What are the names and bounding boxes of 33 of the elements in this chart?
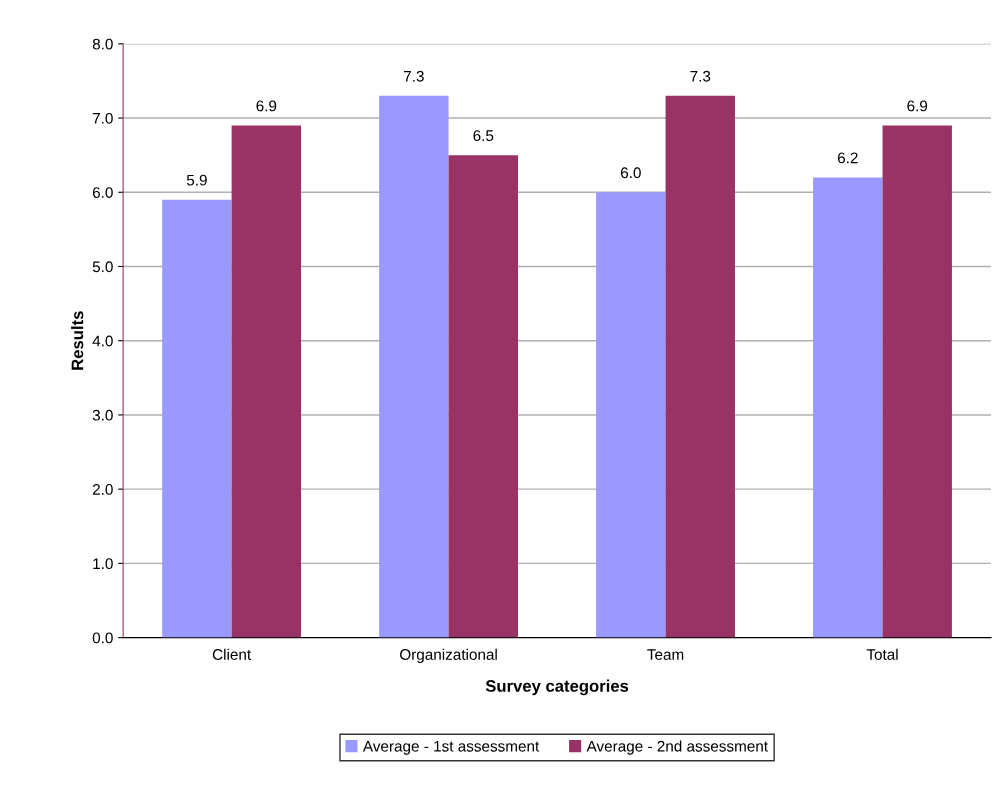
x-axis-title: Survey categories (485, 679, 629, 696)
bar (379, 95, 449, 638)
legend-label: Average - 2nd assessment (586, 740, 768, 755)
x-tick-label: Organizational (400, 648, 497, 663)
y-tick-label: 5.0 (92, 261, 113, 273)
y-tick-label: 6.0 (92, 187, 113, 198)
y-tick-label: 8.0 (92, 38, 113, 50)
bar (813, 177, 883, 638)
y-tick-label: 1.0 (93, 558, 113, 570)
y-tick-label: 7.0 (92, 112, 113, 124)
bar (596, 192, 666, 638)
y-tick-label: 3.0 (92, 409, 113, 421)
data-label: 6.9 (907, 100, 928, 112)
y-tick-label: 4.0 (92, 335, 113, 347)
bar (665, 95, 735, 638)
data-label: 7.3 (404, 70, 424, 82)
data-label: 6.2 (837, 152, 858, 164)
bar (162, 199, 232, 638)
y-axis-title: Results (71, 311, 84, 370)
data-label: 6.0 (620, 167, 641, 179)
legend-label: Average - 1st assessment (362, 740, 540, 755)
bar (448, 155, 518, 638)
data-label: 7.3 (690, 70, 711, 82)
data-label: 5.9 (186, 174, 207, 186)
data-label: 6.5 (473, 130, 494, 142)
x-tick-label: Client (212, 648, 252, 660)
y-tick-label: 2.0 (92, 484, 113, 495)
bar (231, 125, 302, 638)
y-tick-label: 0.0 (92, 632, 113, 644)
bar (882, 125, 952, 638)
x-tick-label: Team (647, 649, 684, 660)
x-tick-label: Total (866, 648, 898, 660)
data-label: 6.9 (256, 100, 277, 112)
